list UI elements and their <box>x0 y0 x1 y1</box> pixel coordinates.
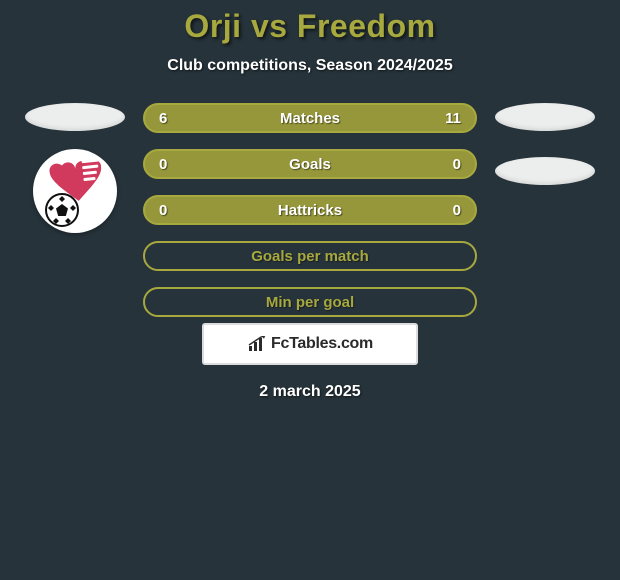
stat-pill-min-per-goal: Min per goal <box>143 287 477 317</box>
brand-text: FcTables.com <box>271 335 373 353</box>
brand-chart-icon <box>247 336 267 352</box>
stat-label: Hattricks <box>278 202 342 219</box>
left-side-column <box>25 103 125 233</box>
stat-pill-goals: 0 Goals 0 <box>143 149 477 179</box>
stat-left-value: 0 <box>159 202 167 219</box>
stat-label: Min per goal <box>266 294 354 311</box>
brand-badge[interactable]: FcTables.com <box>202 323 418 365</box>
right-player-oval-2 <box>495 157 595 185</box>
date-text: 2 march 2025 <box>0 383 620 401</box>
stat-label: Goals <box>289 156 331 173</box>
left-club-logo <box>33 149 117 233</box>
right-player-oval-1 <box>495 103 595 131</box>
page-title: Orji vs Freedom <box>0 8 620 45</box>
stat-label: Goals per match <box>251 248 369 265</box>
stat-left-value: 0 <box>159 156 167 173</box>
stat-pill-goals-per-match: Goals per match <box>143 241 477 271</box>
stat-pill-hattricks: 0 Hattricks 0 <box>143 195 477 225</box>
stat-pill-matches: 6 Matches 11 <box>143 103 477 133</box>
subtitle: Club competitions, Season 2024/2025 <box>0 57 620 75</box>
stat-left-value: 6 <box>159 110 167 127</box>
left-player-oval <box>25 103 125 131</box>
stat-right-value: 0 <box>453 202 461 219</box>
stat-label: Matches <box>280 110 340 127</box>
stat-right-value: 0 <box>453 156 461 173</box>
right-side-column <box>495 103 595 185</box>
football-icon <box>45 193 79 227</box>
stats-area: 6 Matches 11 0 Goals 0 0 Hattricks 0 Goals per ma… <box>0 103 620 317</box>
stats-column: 6 Matches 11 0 Goals 0 0 Hattricks 0 Goals per ma… <box>143 103 477 317</box>
stat-right-value: 11 <box>445 110 461 127</box>
